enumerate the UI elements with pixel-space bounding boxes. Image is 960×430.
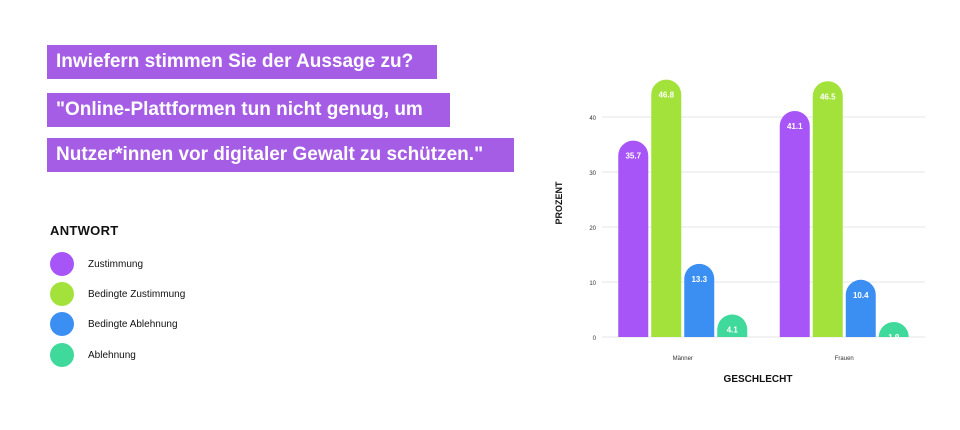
grid-lines [602, 116, 925, 338]
legend-label: Bedingte Zustimmung [88, 288, 186, 300]
y-tick-label: 0 [593, 336, 597, 342]
title-line-1: Inwiefern stimmen Sie der Aussage zu? [47, 45, 437, 79]
y-tick-label: 20 [589, 226, 596, 232]
legend-title: ANTWORT [50, 223, 119, 238]
bar [717, 314, 748, 337]
legend-item-bedingte-ablehnung: Bedingte Ablehnung [50, 311, 178, 337]
legend-swatch [50, 343, 74, 367]
title-line-2: "Online-Plattformen tun nicht genug, um [47, 93, 450, 127]
bars [618, 79, 909, 337]
y-tick-labels: 0 10 20 30 40 [589, 116, 596, 342]
bar [845, 279, 876, 337]
legend-swatch [50, 252, 74, 276]
bar [651, 79, 682, 337]
legend-item-zustimmung: Zustimmung [50, 251, 143, 277]
data-label: 46.8 [658, 91, 674, 100]
x-axis-label: GESCHLECHT [724, 374, 793, 385]
y-tick-label: 10 [589, 281, 596, 287]
bar [618, 140, 649, 337]
data-label: 46.5 [820, 92, 836, 101]
legend-label: Zustimmung [88, 258, 144, 270]
legend-label: Ablehnung [88, 349, 136, 361]
data-labels: 35.7 46.8 13.3 4.1 41.1 46.5 10.4 1.9 [625, 91, 899, 342]
bar [812, 81, 843, 337]
x-tick-labels: Männer Frauen [673, 356, 854, 362]
bar-chart: 0 10 20 30 40 35.7 46.8 13.3 4.1 41.1 46.5 10.4 1.9… [554, 79, 925, 385]
y-tick-label: 30 [589, 171, 596, 177]
x-tick-label: Männer [673, 356, 693, 362]
data-label: 4.1 [727, 325, 739, 334]
data-label: 1.9 [888, 333, 900, 342]
legend-swatch [50, 312, 74, 336]
bar [684, 263, 715, 337]
bar [779, 110, 810, 337]
bar [878, 322, 909, 337]
data-label: 13.3 [691, 275, 707, 284]
legend-item-bedingte-zustimmung: Bedingte Zustimmung [50, 281, 185, 307]
data-label: 41.1 [787, 122, 803, 131]
data-label: 10.4 [853, 291, 869, 300]
y-axis-label: PROZENT [554, 181, 564, 225]
legend-swatch [50, 282, 74, 306]
y-tick-label: 40 [589, 116, 596, 122]
legend-item-ablehnung: Ablehnung [50, 342, 136, 368]
title-line-3: Nutzer*innen vor digitaler Gewalt zu sch… [47, 138, 514, 172]
legend-label: Bedingte Ablehnung [88, 318, 178, 330]
data-label: 35.7 [625, 152, 641, 161]
x-tick-label: Frauen [835, 356, 854, 362]
